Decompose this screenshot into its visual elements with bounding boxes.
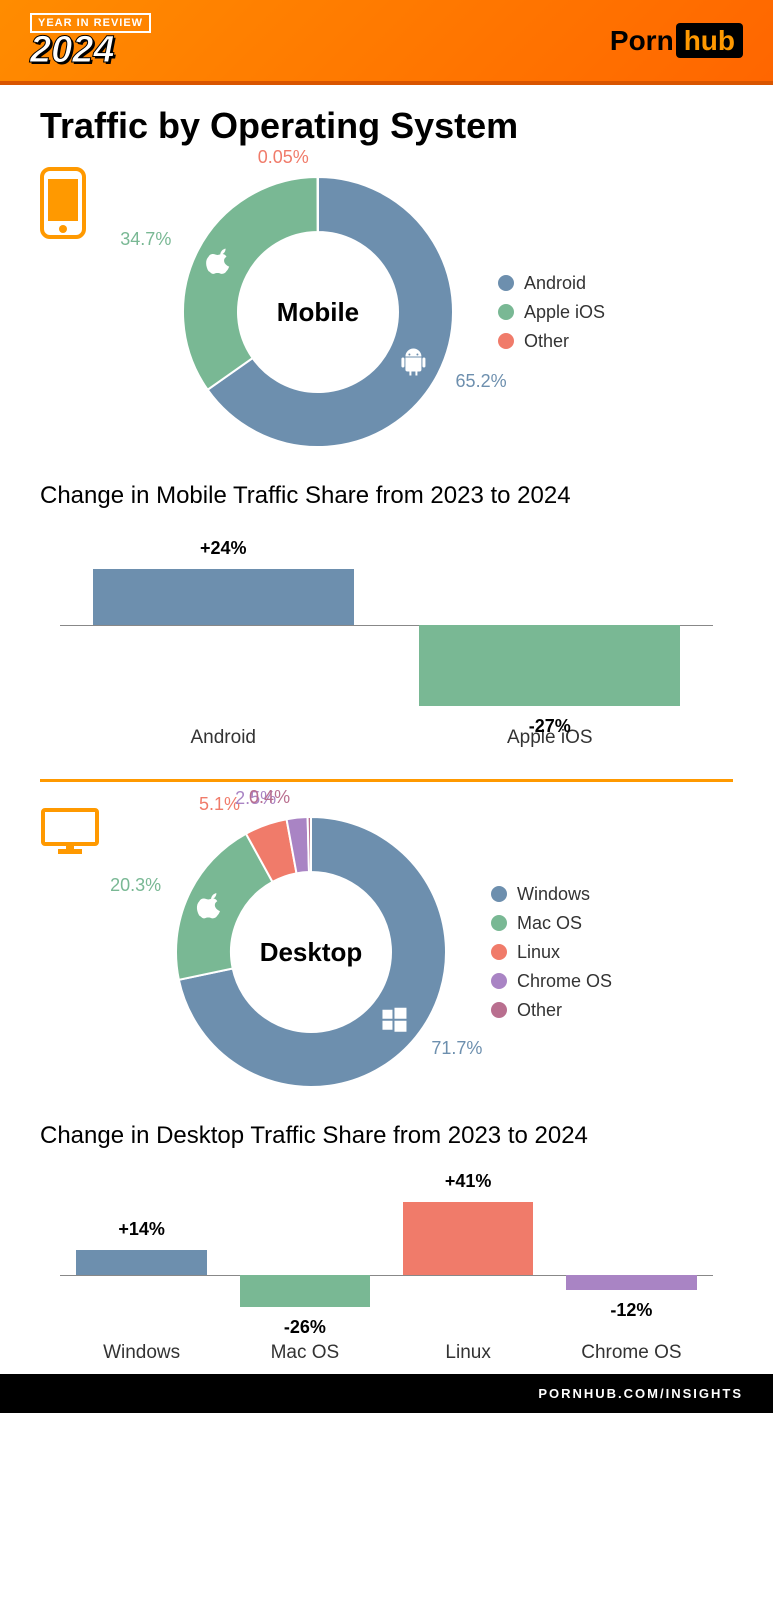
legend-label: Other <box>524 331 569 352</box>
bar <box>240 1275 371 1307</box>
bar-category-label: Chrome OS <box>550 1342 713 1364</box>
section-divider <box>40 779 733 782</box>
legend-item: Apple iOS <box>498 302 605 323</box>
legend-swatch <box>491 973 507 989</box>
legend-item: Other <box>498 331 605 352</box>
bar-column: -12% <box>550 1165 713 1330</box>
legend-label: Apple iOS <box>524 302 605 323</box>
pct-label: 0.05% <box>258 147 309 168</box>
legend-label: Other <box>517 1000 562 1021</box>
legend-swatch <box>491 886 507 902</box>
bar-category-label: Linux <box>387 1342 550 1364</box>
bar-value-label: +24% <box>60 538 387 559</box>
desktop-change-title: Change in Desktop Traffic Share from 202… <box>40 1122 733 1150</box>
bar <box>403 1202 534 1275</box>
desktop-change-chart: +14%-26%+41%-12%WindowsMac OSLinuxChrome… <box>60 1165 713 1364</box>
mobile-change-chart: +24%-27%AndroidApple iOS <box>60 525 713 749</box>
desktop-section: Desktop 71.7%20.3%5.1%2.5%0.4% WindowsMa… <box>40 802 733 1364</box>
legend-label: Android <box>524 273 586 294</box>
bar-column: +14% <box>60 1165 223 1330</box>
desktop-legend: Windows Mac OS Linux Chrome OS Other <box>491 876 612 1029</box>
legend-swatch <box>491 944 507 960</box>
legend-item: Other <box>491 1000 612 1021</box>
legend-item: Mac OS <box>491 913 612 934</box>
badge-year: 2024 <box>30 33 151 67</box>
legend-swatch <box>491 1002 507 1018</box>
legend-label: Mac OS <box>517 913 582 934</box>
bar-category-label: Mac OS <box>223 1342 386 1364</box>
footer: PORNHUB.COM/INSIGHTS <box>0 1374 773 1413</box>
desktop-donut-container: Desktop 71.7%20.3%5.1%2.5%0.4% <box>161 802 461 1102</box>
mobile-center-label: Mobile <box>168 162 468 462</box>
legend-swatch <box>498 275 514 291</box>
bar-value-label: -26% <box>223 1317 386 1338</box>
legend-item: Android <box>498 273 605 294</box>
pct-label: 20.3% <box>110 875 161 896</box>
bar <box>566 1275 697 1290</box>
bar <box>93 569 354 625</box>
bar-value-label: +14% <box>60 1219 223 1240</box>
mobile-donut-wrap: Mobile 65.2%34.7%0.05% Android Apple iOS O… <box>40 162 733 462</box>
bar <box>419 625 680 706</box>
logo-left: Porn <box>610 25 674 56</box>
legend-item: Windows <box>491 884 612 905</box>
mobile-legend: Android Apple iOS Other <box>498 265 605 360</box>
legend-label: Linux <box>517 942 560 963</box>
logo-right: hub <box>676 23 743 58</box>
bar-value-label: -12% <box>550 1300 713 1321</box>
header-bar: YEAR IN REVIEW 2024 Pornhub <box>0 0 773 85</box>
bar-column: +24% <box>60 525 387 715</box>
legend-item: Linux <box>491 942 612 963</box>
content: Traffic by Operating System Mobile 65.2%… <box>0 85 773 1374</box>
bar-value-label: +41% <box>387 1171 550 1192</box>
bar-category-label: Android <box>60 727 387 749</box>
pct-label: 0.4% <box>249 787 290 808</box>
legend-swatch <box>498 304 514 320</box>
legend-item: Chrome OS <box>491 971 612 992</box>
bar-column: +41% <box>387 1165 550 1330</box>
page-title: Traffic by Operating System <box>40 105 733 147</box>
pct-label: 5.1% <box>199 794 240 815</box>
bar-category-label: Windows <box>60 1342 223 1364</box>
legend-swatch <box>498 333 514 349</box>
mobile-change-title: Change in Mobile Traffic Share from 2023… <box>40 482 733 510</box>
mobile-section: Mobile 65.2%34.7%0.05% Android Apple iOS O… <box>40 162 733 749</box>
bar-column: -27% <box>387 525 714 715</box>
year-in-review-badge: YEAR IN REVIEW 2024 <box>30 13 151 67</box>
desktop-center-label: Desktop <box>161 802 461 1102</box>
mobile-donut-container: Mobile 65.2%34.7%0.05% <box>168 162 468 462</box>
pct-label: 71.7% <box>431 1038 482 1059</box>
site-logo: Pornhub <box>610 25 743 57</box>
legend-label: Chrome OS <box>517 971 612 992</box>
bar-value-label: -27% <box>387 716 714 737</box>
legend-label: Windows <box>517 884 590 905</box>
pct-label: 34.7% <box>120 229 171 250</box>
bar <box>76 1250 207 1275</box>
footer-text: PORNHUB.COM/INSIGHTS <box>538 1386 743 1401</box>
desktop-donut-wrap: Desktop 71.7%20.3%5.1%2.5%0.4% Windows Ma… <box>40 802 733 1102</box>
legend-swatch <box>491 915 507 931</box>
bar-column: -26% <box>223 1165 386 1330</box>
pct-label: 65.2% <box>456 371 507 392</box>
